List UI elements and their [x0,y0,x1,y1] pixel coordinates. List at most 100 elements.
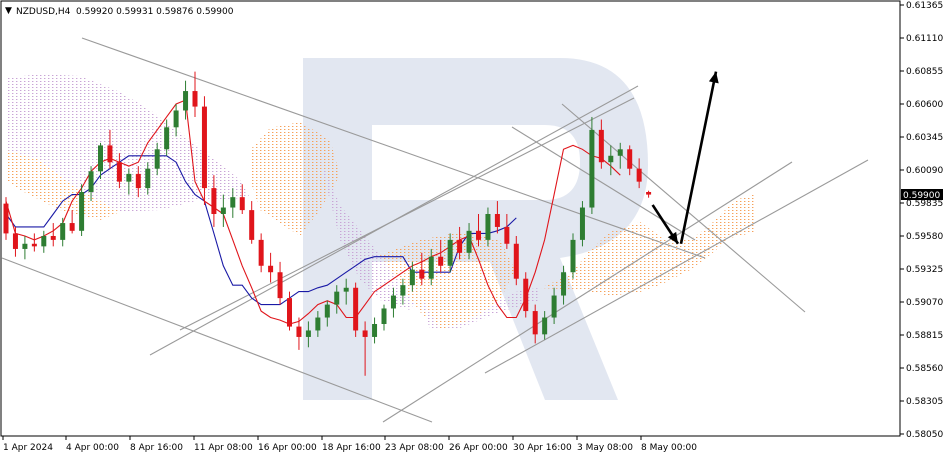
candle [561,265,567,305]
candle [532,304,538,344]
candle [315,311,321,337]
watermark-logo [303,58,648,400]
candle [258,233,264,273]
candle [41,230,47,253]
candle [627,145,633,176]
candle [164,119,170,156]
time-tick-label: 8 May 00:00 [641,443,697,453]
cloud-segment [250,122,340,236]
price-tick-label: 0.61365 [906,1,943,11]
time-tick-label: 23 Apr 08:00 [385,443,444,453]
candle [362,321,368,376]
time-tick-label: 8 Apr 16:00 [130,443,183,453]
candle [598,119,604,169]
candle [353,282,359,337]
time-tick-label: 1 Apr 2024 [3,443,53,453]
cloud-segment [540,194,756,296]
channel-line [1,257,433,423]
forecast-arrow [679,71,719,245]
price-tick-label: 0.58305 [906,397,943,407]
candle [98,142,103,180]
candle [50,223,56,247]
trendlines [1,37,869,423]
ichimoku-cloud [6,74,756,330]
candle [542,311,548,340]
price-tick-label: 0.60090 [906,166,943,176]
time-tick-label: 18 Apr 16:00 [322,443,381,453]
candle [438,239,444,273]
price-tick-label: 0.58560 [906,364,943,374]
candle [239,184,245,214]
candle [69,210,75,234]
forecast-arrow [651,204,680,245]
time-tick-label: 26 Apr 00:00 [449,443,508,453]
header-triangle-icon: ▼ [5,6,12,16]
candles [3,71,652,376]
candle [183,80,189,120]
candle [287,291,292,331]
candle [60,217,66,247]
candle [154,142,160,176]
candle [409,261,415,292]
candle [145,162,151,195]
candle [230,188,236,218]
price-tick-label: 0.61110 [906,34,943,44]
candle [513,236,519,286]
price-tick-label: 0.58815 [906,331,943,341]
price-tick-label: 0.59835 [906,199,943,209]
candle [192,71,198,117]
price-tick-label: 0.60345 [906,133,943,143]
time-axis: 1 Apr 2024 4 Apr 00:00 8 Apr 16:00 11 Apr 0… [2,436,697,453]
time-tick-label: 11 Apr 08:00 [194,443,253,453]
time-tick-label: 3 May 08:00 [577,443,633,453]
candle [523,272,529,318]
candle [126,168,132,195]
candle [551,287,557,324]
cloud-segment [380,232,515,330]
price-tick-label: 0.60855 [906,67,943,77]
candle [617,142,623,169]
time-tick-label: 4 Apr 00:00 [66,443,119,453]
candle [324,300,330,327]
price-tick-label: 0.58050 [906,430,943,440]
candle [400,278,406,305]
candle [476,214,481,247]
candle [296,317,302,350]
current-price-tag [901,189,943,200]
candle [3,197,9,240]
candle [116,153,122,189]
candle [579,201,585,247]
candle [419,252,425,286]
candle [305,321,311,348]
channel-line [484,159,869,374]
candle [173,104,179,137]
candle [201,96,207,205]
candle [334,285,340,314]
candle [211,175,217,227]
price-tick-label: 0.59070 [906,298,943,308]
ohlc-quote: 0.59920 0.59931 0.59876 0.59900 [76,7,234,17]
price-tick-label: 0.60600 [906,100,943,110]
price-tick-label: 0.59325 [906,265,943,275]
forecast-arrows [651,71,719,245]
candle [22,236,28,260]
candle [608,145,614,176]
candle [457,226,463,260]
candle [390,287,396,318]
candle [12,226,18,257]
candle [79,184,85,236]
candle [107,129,113,169]
channel-line [179,97,635,331]
price-tick-label: 0.59580 [906,232,943,242]
candle [372,317,378,344]
channel-line [382,161,793,423]
candle [494,201,500,234]
cloud-segment [6,150,120,220]
channel-line [81,37,706,259]
candle [466,223,472,260]
cloud-segment [420,288,540,330]
time-tick-label: 16 Apr 00:00 [258,443,317,453]
candle [636,158,642,189]
